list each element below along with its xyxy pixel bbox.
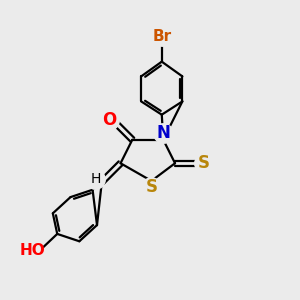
Text: H: H bbox=[90, 172, 100, 186]
Text: N: N bbox=[156, 124, 170, 142]
Text: S: S bbox=[146, 178, 158, 196]
Text: HO: HO bbox=[20, 243, 46, 258]
Text: S: S bbox=[198, 154, 210, 172]
Text: O: O bbox=[102, 111, 116, 129]
Text: Br: Br bbox=[152, 28, 171, 44]
